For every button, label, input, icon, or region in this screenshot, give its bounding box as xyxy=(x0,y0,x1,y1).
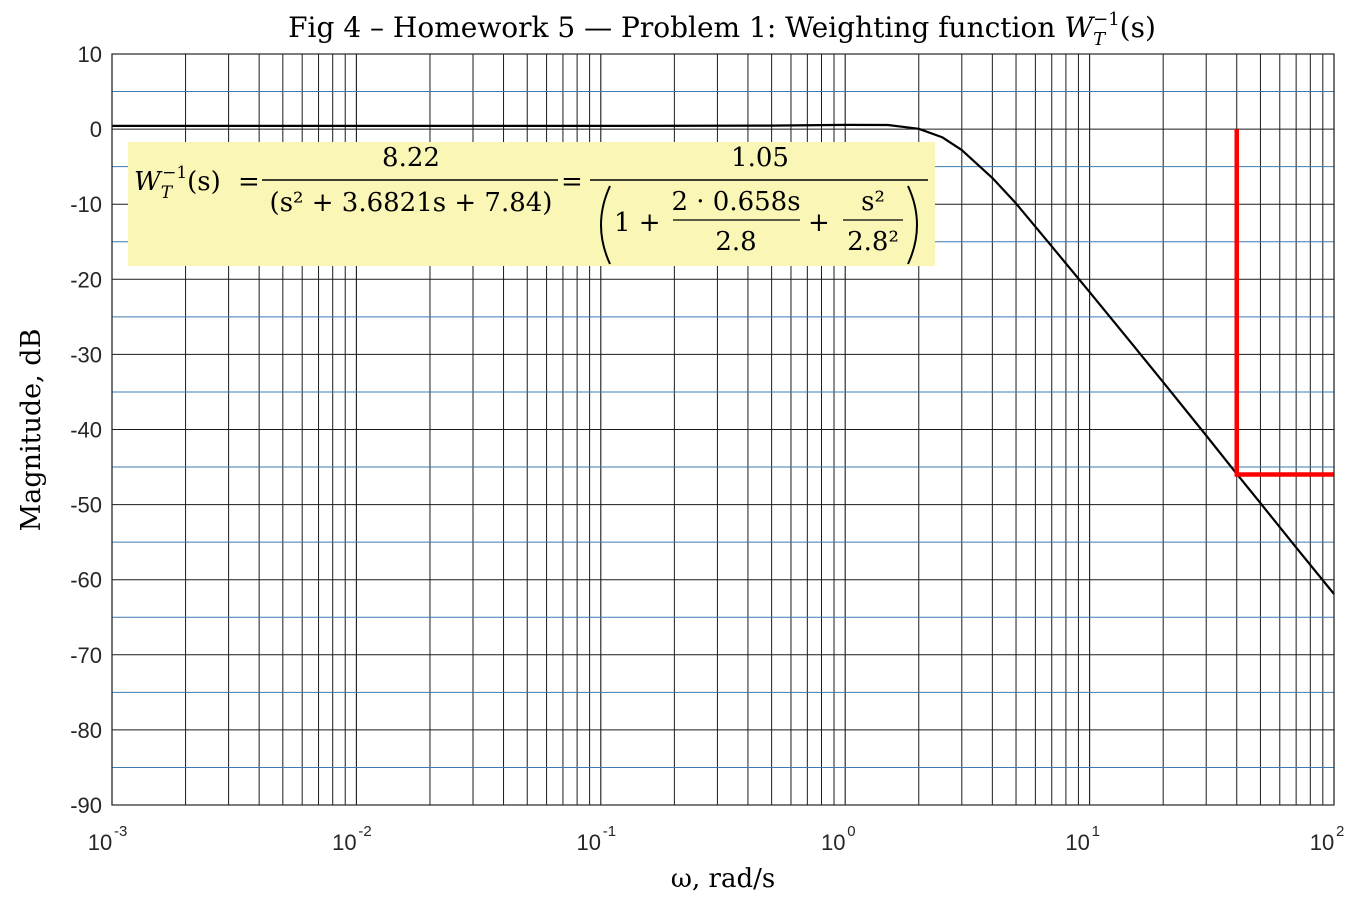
spec-layer xyxy=(1234,129,1334,477)
equation-inner-one: 1 + xyxy=(614,208,661,238)
x-tick-labels: 10 -3 10 -2 10 -1 10 0 10 1 10 2 xyxy=(88,823,1345,855)
equation-f1-den: 2.8 xyxy=(715,227,756,257)
svg-text:-1: -1 xyxy=(603,823,616,840)
axes-frame xyxy=(111,53,1335,806)
chart-title-arg: (s) xyxy=(1120,11,1156,44)
svg-text:10: 10 xyxy=(821,830,845,855)
y-tick-label: -70 xyxy=(70,643,102,668)
y-tick-labels: 10 0 -10 -20 -30 -40 -50 -60 -70 -80 -90 xyxy=(70,42,102,818)
equation-equals-1: = xyxy=(238,167,260,197)
svg-text:1: 1 xyxy=(1092,823,1100,840)
svg-text:2: 2 xyxy=(1336,823,1344,840)
chart-title-sup: −1 xyxy=(1093,9,1120,30)
equation-f2-num: s² xyxy=(861,187,885,217)
y-tick-label: -10 xyxy=(70,192,102,217)
x-tick-label: 10 -1 xyxy=(577,823,617,855)
svg-text:10: 10 xyxy=(88,830,112,855)
equation-frac1-num: 8.22 xyxy=(382,143,440,173)
equation-frac1-den: (s² + 3.6821s + 7.84) xyxy=(270,188,553,218)
y-tick-label: -30 xyxy=(70,342,102,367)
svg-text:-3: -3 xyxy=(114,823,127,840)
y-tick-label: -40 xyxy=(70,418,102,443)
y-tick-label: -50 xyxy=(70,493,102,518)
chart-title-prefix: Fig 4 – Homework 5 — Problem 1: Weightin… xyxy=(288,11,1064,44)
x-axis-label: ω, rad/s xyxy=(671,864,775,894)
y-tick-label: -20 xyxy=(70,267,102,292)
x-tick-label: 10 2 xyxy=(1310,823,1345,855)
equation-right-paren xyxy=(907,185,918,265)
x-tick-label: 10 -3 xyxy=(88,823,128,855)
y-axis-label: Magnitude, dB xyxy=(16,329,47,532)
x-tick-label: 10 0 xyxy=(821,823,856,855)
x-tick-label: 10 1 xyxy=(1065,823,1100,855)
equation-plus: + xyxy=(808,208,830,238)
equation-frac2-num: 1.05 xyxy=(731,143,789,173)
equation-lhs-arg: (s) xyxy=(187,167,221,197)
equation-box: WT−1(s) = 8.22 (s² + 3.6821s + 7.84) = 1… xyxy=(128,142,935,266)
equation-lhs-sup: −1 xyxy=(162,163,187,183)
equation-lhs-sub: T xyxy=(161,183,174,203)
svg-text:0: 0 xyxy=(847,823,855,840)
svg-text:10: 10 xyxy=(1310,830,1334,855)
spec-bound-line xyxy=(1234,129,1334,477)
equation-f1-num: 2 · 0.658s xyxy=(671,187,800,217)
svg-text:10: 10 xyxy=(577,830,601,855)
series-layer xyxy=(112,123,1335,595)
chart-title: Fig 4 – Homework 5 — Problem 1: Weightin… xyxy=(288,9,1156,50)
y-tick-label: 10 xyxy=(78,42,102,67)
equation-box-background xyxy=(128,142,935,266)
equation-equals-2: = xyxy=(561,167,583,197)
series-line xyxy=(112,123,1335,595)
chart-title-symbol: W xyxy=(1064,11,1095,44)
y-tick-label: -90 xyxy=(70,793,102,818)
equation-lhs-symbol: W xyxy=(134,167,163,197)
chart-title-sub: T xyxy=(1093,29,1107,50)
y-tick-label: -80 xyxy=(70,718,102,743)
svg-text:-2: -2 xyxy=(358,823,371,840)
equation-lhs: WT−1(s) xyxy=(134,163,221,203)
svg-text:10: 10 xyxy=(1065,830,1089,855)
y-tick-label: -60 xyxy=(70,568,102,593)
equation-left-paren xyxy=(600,185,611,265)
x-tick-label: 10 -2 xyxy=(332,823,372,855)
y-tick-label: 0 xyxy=(90,117,102,142)
equation-f2-den: 2.8² xyxy=(847,227,899,257)
svg-text:10: 10 xyxy=(332,830,356,855)
